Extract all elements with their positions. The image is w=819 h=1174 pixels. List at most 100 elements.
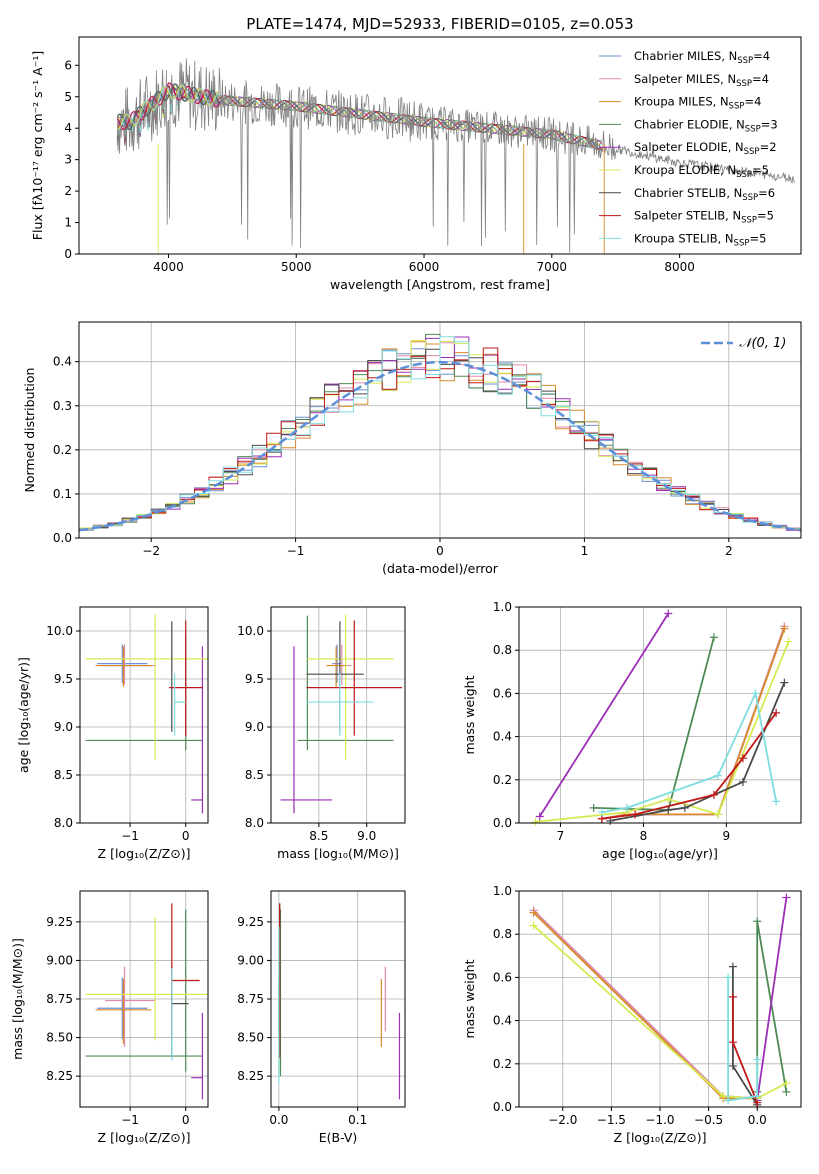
data-point <box>85 917 208 1041</box>
x-tick-label: 4000 <box>153 260 184 274</box>
weight-marker <box>784 637 793 646</box>
y-tick-label: 9.00 <box>46 953 73 967</box>
weight-line <box>532 924 787 1100</box>
y-tick-label: 0.8 <box>493 927 512 941</box>
y-tick-label: 8.25 <box>237 1069 264 1083</box>
weight-marker <box>728 1038 737 1047</box>
y-tick-label: 2 <box>64 184 72 198</box>
weight-line <box>756 897 788 1101</box>
age-vs-mass-panel: 8.5 9.0 8.0 8.5 9.0 9.5 10.0 mass [log₁₀(M/M⊙)] <box>237 606 406 861</box>
x-axis-label: Z [log₁₀(Z/Z⊙)] <box>614 1130 707 1145</box>
weight-marker <box>531 817 540 826</box>
weight-line <box>538 613 670 817</box>
weight-marker <box>753 1055 762 1064</box>
weight-marker <box>738 777 747 786</box>
y-axis-label: mass weight <box>462 675 477 754</box>
legend-entry: Salpeter ELODIE, NSSP=2 <box>634 140 777 157</box>
weight-marker <box>782 893 791 902</box>
y-tick-label: 0.0 <box>493 816 512 830</box>
weight-marker <box>728 1061 737 1070</box>
weight-marker <box>753 1092 762 1101</box>
weight-marker <box>751 689 760 698</box>
weight-marker <box>728 992 737 1001</box>
y-tick-label: 0 <box>64 247 72 261</box>
x-tick-label: 0 <box>436 544 444 558</box>
weight-marker <box>714 771 723 780</box>
weight-marker <box>782 1079 791 1088</box>
legend-entry: Chabrier ELODIE, NSSP=3 <box>634 117 778 134</box>
model-line-blue <box>117 84 220 131</box>
data-point <box>105 966 156 1047</box>
x-axis-label: Z [log₁₀(Z/Z⊙)] <box>98 1130 191 1145</box>
weight-marker <box>535 812 544 821</box>
weight-marker <box>772 797 781 806</box>
x-tick-label: −0.5 <box>694 1113 723 1127</box>
y-tick-label: 0.2 <box>53 443 72 457</box>
y-tick-label: 0.0 <box>493 1100 512 1114</box>
weight-marker <box>719 1092 728 1101</box>
weight-marker <box>714 810 723 819</box>
y-axis-label: Normed distribution <box>22 368 37 493</box>
errorbar-series <box>280 614 403 814</box>
y-tick-label: 8.75 <box>46 992 73 1006</box>
weight-marker <box>780 624 789 633</box>
y-tick-label: 0.8 <box>493 643 512 657</box>
weight-marker <box>622 803 631 812</box>
y-axis-label: mass weight <box>462 959 477 1038</box>
axes-frame <box>79 606 209 824</box>
x-tick-label: 0.0 <box>269 1113 288 1127</box>
x-axis-label: wavelength [Angstrom, rest frame] <box>330 277 550 292</box>
y-tick-label: 1.0 <box>493 884 512 898</box>
y-tick-label: 9.00 <box>237 953 264 967</box>
model-line-blue <box>116 84 220 130</box>
data-point <box>95 646 152 687</box>
y-tick-label: 0.1 <box>53 487 72 501</box>
axes-frame <box>78 36 802 255</box>
weight-marker <box>724 973 733 982</box>
legend-entry: Kroupa MILES, NSSP=4 <box>634 95 761 112</box>
residual-panel: −2 −1 0 1 2 0.0 0.1 0.2 0.3 0.4 (data-model)/error… <box>22 321 802 576</box>
y-axis-label: Flux [fλ10⁻¹⁷ erg cm⁻² s⁻¹ A⁻¹] <box>30 51 45 240</box>
y-tick-label: 5 <box>64 90 72 104</box>
y-tick-label: 8.50 <box>46 1031 73 1045</box>
y-tick-label: 9.0 <box>245 720 264 734</box>
legend-entry: Chabrier STELIB, NSSP=6 <box>634 186 775 203</box>
y-tick-label: 8.0 <box>245 816 264 830</box>
weight-marker <box>529 908 538 917</box>
x-tick-label: −2 <box>142 544 160 558</box>
x-tick-label: 8000 <box>664 260 695 274</box>
gaussian-legend-label: 𝒩(0, 1) <box>739 336 786 351</box>
weight-series <box>531 609 793 826</box>
x-tick-label: 7 <box>557 829 565 843</box>
spectrum-panel: 4000 5000 6000 7000 8000 0 1 2 3 4 5 6 wavelength [A… <box>30 36 802 292</box>
y-axis-label: age [log₁₀(age/yr)] <box>16 657 31 773</box>
data-point <box>191 1012 204 1100</box>
y-tick-label: 6 <box>64 58 72 72</box>
legend-entry: Kroupa STELIB, NSSP=5 <box>634 231 766 248</box>
gaussian-curve <box>79 360 801 532</box>
weight-marker <box>724 1096 733 1105</box>
data-point <box>191 646 204 814</box>
weight-marker <box>589 803 598 812</box>
data-point <box>326 646 346 687</box>
weight-marker <box>664 609 673 618</box>
x-tick-label: 2 <box>725 544 733 558</box>
x-axis-label: E(B-V) <box>319 1130 358 1145</box>
model-line-blue <box>116 82 220 131</box>
model-line-blue <box>116 83 220 131</box>
data-point <box>280 646 333 814</box>
weight-marker <box>728 962 737 971</box>
x-tick-label: 9 <box>723 829 731 843</box>
x-tick-label: 9.0 <box>357 829 376 843</box>
age-vs-z-panel: −1 0 8.0 8.5 9.0 9.5 10.0 Z [log₁₀(Z/Z⊙)] age [l… <box>16 606 209 861</box>
histogram-series <box>79 333 801 533</box>
legend-entry: Salpeter STELIB, NSSP=5 <box>634 209 774 226</box>
legend-entry: Chabrier MILES, NSSP=4 <box>634 49 770 66</box>
weight-marker <box>709 790 718 799</box>
observed-spectrum-line <box>116 58 795 253</box>
y-tick-label: 9.25 <box>237 915 264 929</box>
y-tick-label: 9.5 <box>245 672 264 686</box>
model-line-blue <box>116 82 220 131</box>
